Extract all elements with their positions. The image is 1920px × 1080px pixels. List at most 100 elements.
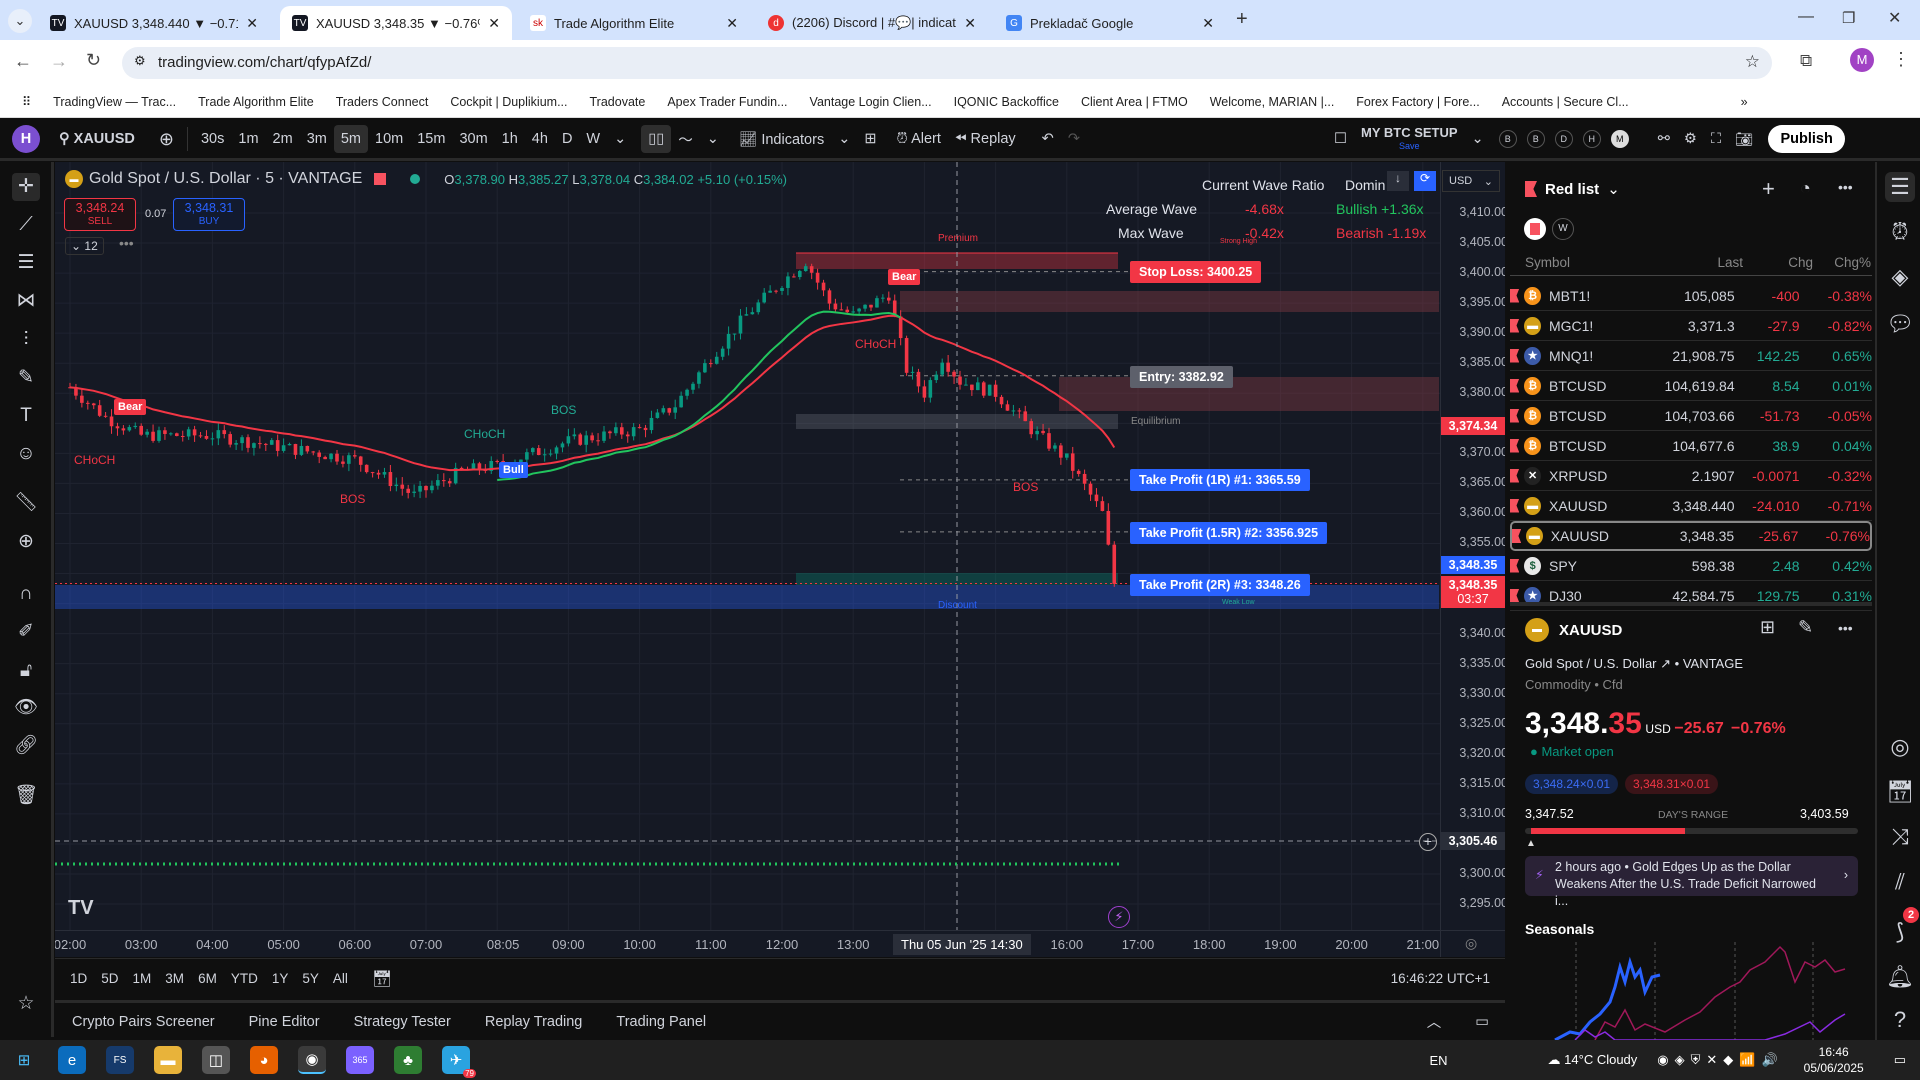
indicator-circle-b[interactable]: B [1498, 130, 1517, 148]
m365-icon[interactable]: 365 [346, 1046, 374, 1074]
range-6M[interactable]: 6M [198, 971, 217, 986]
bookmark[interactable]: Tradovate [589, 94, 646, 109]
telegram-icon[interactable]: ✈ 79 [442, 1046, 476, 1078]
close-tab-icon[interactable]: ✕ [726, 14, 738, 31]
watchlist-row[interactable]: $ SPY 598.38 2.48 0.42% [1510, 551, 1872, 581]
red-flag-icon[interactable] [1510, 408, 1520, 423]
pattern-icon[interactable]: ⋈ [16, 290, 36, 311]
watchlist[interactable]: ₿ MBT1! 105,085 -400 -0.38% ▬ MGC1! 3,371.3 -27.… [1510, 281, 1872, 611]
more-bookmarks-icon[interactable]: » [1740, 94, 1748, 109]
watchlist-row[interactable]: ₿ BTCUSD 104,703.66 -51.73 -0.05% [1510, 401, 1872, 431]
close-tab-icon[interactable]: ✕ [1202, 14, 1214, 31]
indicators-button[interactable]: 📈︎ Indicators [738, 131, 825, 148]
close-tab-icon[interactable]: ✕ [246, 14, 258, 31]
watchlist-row[interactable]: ▬ XAUUSD 3,348.35 -25.67 -0.76% [1510, 521, 1872, 551]
browser-menu-icon[interactable]: ⋮ [1892, 49, 1910, 69]
more-options-icon[interactable]: ••• [119, 235, 134, 251]
layout-dropdown-icon[interactable]: ⌄ [1471, 131, 1484, 147]
site-info-icon[interactable]: ⚙ [134, 53, 146, 68]
interval-W[interactable]: W [586, 131, 601, 147]
ruler-icon[interactable]: 📏︎ [13, 492, 39, 513]
chart-type-dropdown-icon[interactable]: ⌄ [706, 131, 719, 147]
bookmark[interactable]: Accounts | Secure Cl... [1501, 94, 1629, 109]
tab-search-icon[interactable]: ⌄ [8, 9, 32, 33]
chrome-icon[interactable]: ◉ [298, 1046, 326, 1074]
range-5Y[interactable]: 5Y [302, 971, 319, 986]
layout-checkbox-icon[interactable]: ☐ [1333, 131, 1347, 147]
back-icon[interactable]: ← [14, 51, 32, 71]
browser-tab[interactable]: G Prekladač Google ✕ [994, 6, 1226, 40]
red-flag-icon[interactable] [374, 173, 387, 185]
external-link-icon[interactable]: ↗ [1660, 656, 1672, 671]
interval-D[interactable]: D [561, 131, 573, 147]
watchlist-row[interactable]: ▬ MGC1! 3,371.3 -27.9 -0.82% [1510, 311, 1872, 341]
interval-1h[interactable]: 1h [501, 131, 518, 147]
buy-button[interactable]: 3,348.31 BUY [173, 198, 245, 231]
url-input[interactable]: ⚙ tradingview.com/chart/qfypAfZd/☆ [122, 47, 1772, 79]
crosshair-icon[interactable]: ✛ [12, 173, 40, 201]
link-icon[interactable]: 🔗︎ [13, 735, 39, 756]
more-options-icon[interactable]: ••• [1838, 620, 1853, 636]
tab-pine-editor[interactable]: Pine Editor [248, 1013, 320, 1030]
currency-dropdown[interactable]: USD ⌄ [1442, 170, 1500, 192]
bookmark[interactable]: TradingView — Trac... [53, 94, 177, 109]
watchlist-row[interactable]: ₿ BTCUSD 104,619.84 8.54 0.01% [1510, 371, 1872, 401]
indicator-circle-d[interactable]: D [1554, 130, 1573, 148]
price-chart[interactable] [55, 162, 1440, 957]
alerts-clock-icon[interactable]: ⏰︎ [1891, 219, 1909, 244]
column-symbol[interactable]: Symbol [1525, 255, 1571, 270]
calendar-icon[interactable]: 📅︎ [1886, 779, 1914, 804]
pine-chart-icon[interactable]: ⫽ [1895, 869, 1905, 894]
red-list-flag-chip[interactable] [1524, 218, 1546, 240]
close-tab-icon[interactable]: ✕ [964, 14, 976, 31]
compare-symbol-icon[interactable]: ⊕ [158, 128, 174, 149]
eye-icon[interactable]: 👁︎ [13, 697, 39, 718]
take-profit-3-label[interactable]: Take Profit (2R) #3: 3348.26 [1130, 574, 1310, 596]
candles-chart-type-icon[interactable]: ▯▯ [641, 125, 672, 153]
interval-30s[interactable]: 30s [200, 131, 225, 147]
zoom-in-icon[interactable]: ⊕ [18, 531, 34, 552]
emoji-icon[interactable]: ☺ [16, 443, 36, 464]
settings-gear-icon[interactable]: ⚙ [1683, 131, 1697, 147]
interval-10m[interactable]: 10m [375, 131, 404, 147]
red-flag-icon[interactable] [1510, 318, 1520, 333]
fullscreen-icon[interactable]: ⛶ [1710, 131, 1722, 147]
stop-loss-label[interactable]: Stop Loss: 3400.25 [1130, 261, 1262, 283]
indicator-circle-m[interactable]: M [1610, 130, 1629, 148]
redo-icon[interactable]: ↷ [1067, 131, 1080, 147]
range-3M[interactable]: 3M [165, 971, 185, 986]
red-flag-icon[interactable] [1510, 498, 1520, 513]
reload-icon[interactable]: ↻ [86, 50, 102, 70]
take-profit-1-label[interactable]: Take Profit (1R) #1: 3365.59 [1130, 469, 1310, 491]
range-YTD[interactable]: YTD [230, 971, 258, 986]
interval-1m[interactable]: 1m [238, 131, 259, 147]
store-icon[interactable]: ◫ [202, 1046, 230, 1074]
extensions-icon[interactable]: ⧉ [1800, 51, 1813, 70]
interval-30m[interactable]: 30m [459, 131, 488, 147]
watchlist-row[interactable]: ✕ XRPUSD 2.1907 -0.0071 -0.32% [1510, 461, 1872, 491]
range-All[interactable]: All [332, 971, 348, 986]
watchlist-row[interactable]: ★ DJ30 42,584.75 129.75 0.31% [1510, 581, 1872, 611]
take-profit-2-label[interactable]: Take Profit (1.5R) #2: 3356.925 [1130, 522, 1328, 544]
bookmark[interactable]: Welcome, MARIAN |... [1209, 94, 1335, 109]
file-explorer-icon[interactable]: ▬ [154, 1046, 182, 1074]
time-axis[interactable] [55, 930, 1505, 957]
chart-pane[interactable]: ▬ Gold Spot / U.S. Dollar · 5 · VANTAGE … [55, 162, 1505, 957]
fib-retracement-icon[interactable]: ☰ [17, 252, 35, 273]
browser-tab[interactable]: d (2206) Discord | #💬| indicator- ✕ [756, 6, 988, 40]
bookmark[interactable]: Apex Trader Fundin... [667, 94, 788, 109]
forward-icon[interactable]: → [50, 51, 68, 71]
chat-icon[interactable]: 💬︎ [1886, 311, 1914, 336]
notifications-bell-icon[interactable]: 🔔︎ [1886, 964, 1914, 989]
red-flag-icon[interactable] [1510, 378, 1520, 393]
magnet-icon[interactable]: ∩ [19, 583, 33, 604]
red-flag-icon[interactable] [1510, 558, 1520, 573]
watchlist-tag-chip[interactable]: W [1552, 218, 1574, 240]
tab-replay-trading[interactable]: Replay Trading [484, 1013, 583, 1030]
windows-start-icon[interactable]: ⊞ [17, 1052, 31, 1069]
watchlist-row[interactable]: ₿ MBT1! 105,085 -400 -0.38% [1510, 281, 1872, 311]
apps-icon[interactable]: ⠿ [22, 95, 32, 109]
indicators-collapse-toggle[interactable]: ⌄ 12 [65, 237, 104, 255]
entry-label[interactable]: Entry: 3382.92 [1130, 366, 1233, 388]
